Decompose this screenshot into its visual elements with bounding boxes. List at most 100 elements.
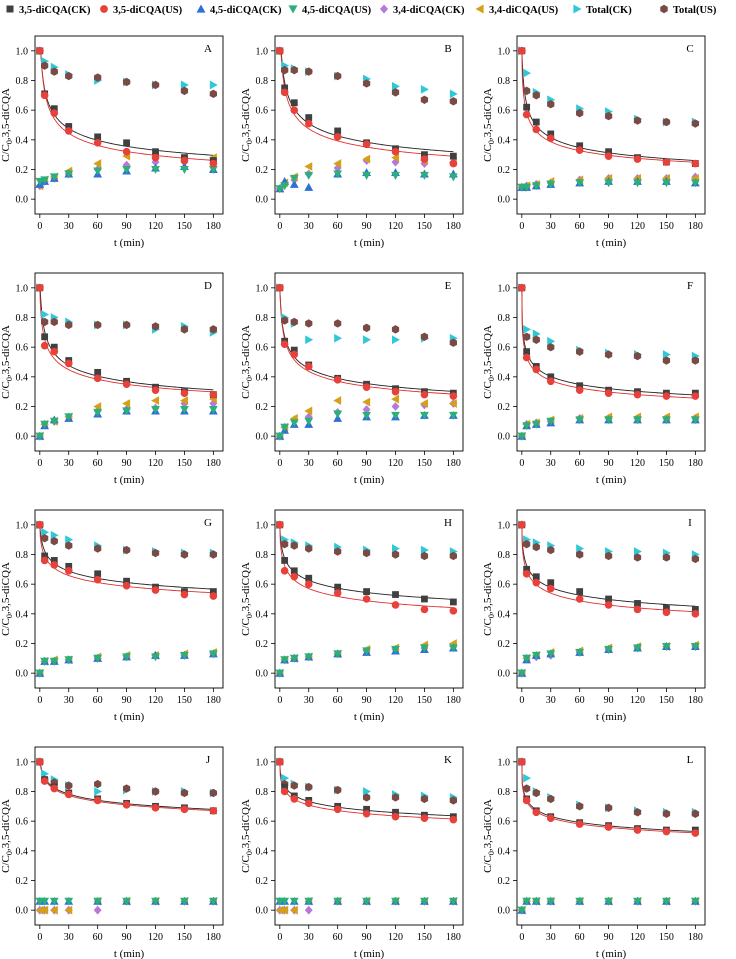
- data-point: [391, 171, 400, 180]
- x-tick-label: 120: [388, 458, 403, 469]
- data-point: [289, 654, 299, 663]
- data-point: [64, 359, 73, 368]
- panel-h: 0 30 60 90 120 150 180 0.0 0.2 0.4 0.6 0.8 1.0 t (min…: [240, 509, 464, 723]
- data-point: [64, 127, 73, 135]
- y-label-main: C/C: [482, 618, 494, 636]
- x-tick-label: 90: [122, 932, 132, 943]
- series-3-5-dicqa-us-: [518, 758, 700, 837]
- y-tick-label: 0.6: [498, 580, 511, 591]
- data-point: [35, 905, 44, 915]
- y-tick-label: 0.6: [256, 343, 269, 354]
- data-point: [334, 785, 342, 795]
- data-point: [391, 325, 400, 334]
- data-point: [122, 320, 131, 330]
- data-point: [575, 386, 584, 394]
- x-tick-label: 60: [333, 932, 343, 943]
- data-point: [50, 561, 59, 569]
- data-point: [547, 100, 555, 109]
- x-axis-label: t (min): [114, 237, 145, 249]
- data-point: [304, 171, 314, 180]
- data-point: [36, 521, 44, 529]
- data-point: [65, 320, 73, 330]
- data-point: [604, 823, 613, 831]
- data-point: [275, 185, 285, 194]
- fit-curve-us: [521, 524, 696, 613]
- y-tick-label: 0.8: [256, 787, 269, 798]
- data-point: [546, 417, 556, 426]
- data-point: [208, 165, 218, 174]
- data-point: [391, 82, 400, 91]
- data-point: [363, 805, 370, 813]
- data-point: [522, 654, 532, 663]
- legend-marker-circle: [100, 5, 108, 13]
- data-point: [576, 544, 585, 553]
- data-point: [576, 588, 584, 595]
- data-point: [420, 411, 429, 420]
- data-point: [690, 416, 700, 425]
- data-point: [663, 604, 670, 612]
- data-point: [50, 317, 58, 327]
- data-point: [123, 139, 130, 147]
- legend-marker-triangle-left: [475, 4, 484, 14]
- y-tick-label: 0.4: [498, 846, 511, 857]
- data-point: [633, 351, 642, 361]
- data-point: [420, 814, 429, 822]
- data-point: [633, 644, 642, 653]
- series-3-5-dicqa-us-: [518, 284, 700, 400]
- y-tick-label: 1.0: [498, 520, 511, 531]
- data-point: [576, 142, 584, 150]
- data-point: [50, 530, 59, 540]
- data-point: [420, 390, 429, 399]
- series-3-5-dicqa-ck-: [518, 284, 699, 397]
- data-point: [690, 642, 700, 651]
- data-point: [94, 320, 102, 330]
- data-point: [49, 905, 58, 915]
- data-point: [547, 794, 555, 804]
- data-point: [531, 897, 541, 906]
- series-total-us-: [518, 46, 699, 128]
- data-point: [517, 432, 527, 441]
- data-point: [575, 146, 584, 155]
- series-3-5-dicqa-us-: [36, 758, 218, 815]
- y-tick-label: 0.0: [256, 906, 269, 917]
- data-point: [93, 139, 102, 147]
- fit-curve-us: [279, 50, 454, 157]
- data-point: [532, 808, 541, 817]
- x-tick-label: 90: [604, 221, 614, 232]
- data-point: [180, 550, 189, 559]
- data-point: [334, 127, 342, 135]
- data-point: [362, 809, 371, 818]
- y-label-tail: ,3,5-diCQA: [482, 562, 494, 614]
- x-axis-label: t (min): [114, 711, 145, 723]
- y-tick-label: 0.6: [16, 106, 29, 117]
- data-point: [691, 119, 699, 128]
- y-tick-label: 0.8: [16, 313, 29, 324]
- x-tick-label: 120: [148, 695, 163, 706]
- data-point: [604, 803, 613, 813]
- data-point: [40, 657, 50, 666]
- data-point: [449, 89, 458, 99]
- panel-d: 0 30 60 90 120 150 180 0.0 0.2 0.4 0.6 0.8 1.0 t (min…: [0, 272, 224, 486]
- y-tick-label: 0.6: [256, 817, 269, 828]
- data-point: [304, 362, 313, 371]
- fit-curve-us: [39, 524, 214, 594]
- data-point: [290, 99, 298, 107]
- legend-entry-3-4-dicqa-us-: 3,4-diCQA(US): [475, 4, 559, 16]
- y-label-main: C/C: [482, 144, 494, 162]
- x-axis-label: t (min): [354, 237, 385, 249]
- data-point: [151, 804, 160, 812]
- y-axis-label-text: C/C0,3,5-diCQA: [0, 799, 14, 873]
- data-point: [290, 541, 298, 550]
- y-axis-label-text: C/C0,3,5-diCQA: [240, 799, 254, 873]
- series-total-us-: [518, 757, 699, 818]
- data-point: [691, 392, 700, 400]
- y-axis-label: C/C0,3,5-diCQA: [0, 799, 14, 873]
- data-point: [304, 182, 314, 191]
- x-axis-label: t (min): [114, 948, 145, 959]
- x-tick-label: 0: [277, 695, 282, 706]
- data-point: [40, 91, 49, 100]
- data-point: [662, 642, 671, 651]
- data-point: [334, 333, 343, 343]
- y-tick-label: 0.8: [16, 787, 29, 798]
- data-point: [391, 645, 400, 654]
